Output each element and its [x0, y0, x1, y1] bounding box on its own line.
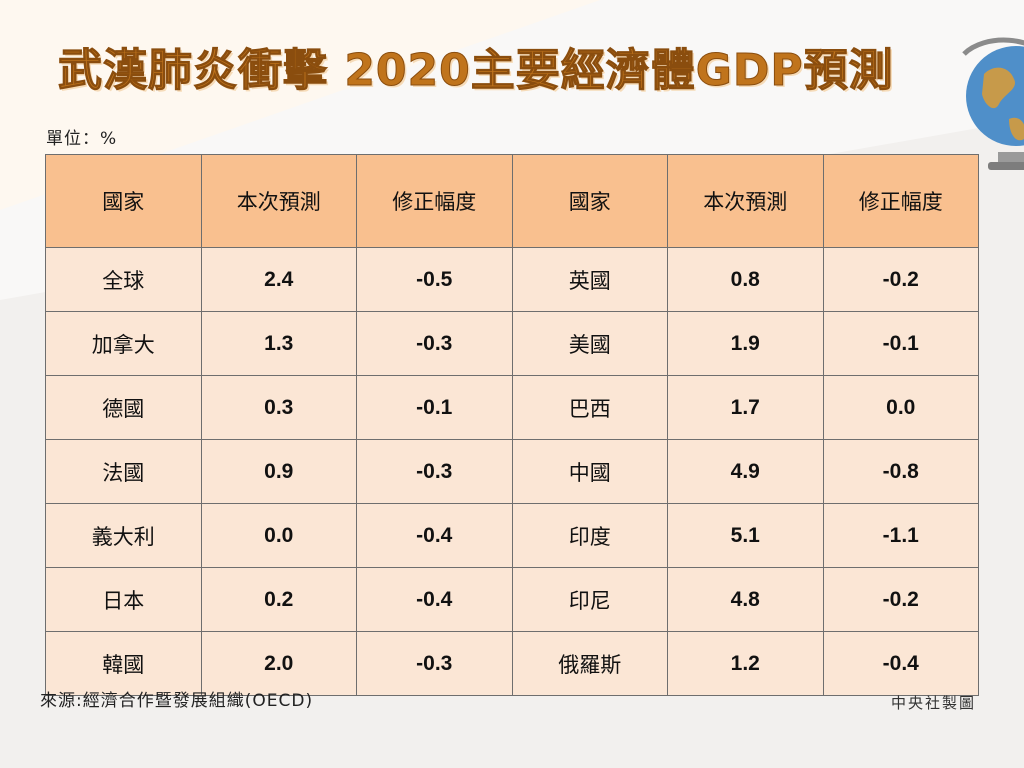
forecast-cell: 0.3: [200, 375, 357, 440]
revision-cell: -0.3: [356, 439, 513, 504]
revision-cell: -0.3: [356, 631, 513, 696]
table-row: 加拿大 1.3 -0.3 美國 1.9 -0.1: [45, 311, 979, 376]
country-cell: 印尼: [511, 567, 668, 632]
forecast-cell: 4.9: [667, 439, 824, 504]
forecast-cell: 1.7: [667, 375, 824, 440]
country-cell: 德國: [45, 375, 202, 440]
country-cell: 英國: [511, 247, 668, 312]
source-note: 來源:經濟合作暨發展組織(OECD): [40, 691, 314, 711]
header-cell: 修正幅度: [356, 154, 513, 248]
revision-cell: -0.1: [822, 311, 979, 376]
revision-cell: -0.5: [356, 247, 513, 312]
country-cell: 中國: [511, 439, 668, 504]
header-cell: 國家: [45, 154, 202, 248]
table-row: 全球 2.4 -0.5 英國 0.8 -0.2: [45, 247, 979, 312]
forecast-cell: 2.0: [200, 631, 357, 696]
country-cell: 法國: [45, 439, 202, 504]
header-cell: 本次預測: [667, 154, 824, 248]
country-cell: 加拿大: [45, 311, 202, 376]
revision-cell: -0.2: [822, 567, 979, 632]
table-row: 義大利 0.0 -0.4 印度 5.1 -1.1: [45, 503, 979, 568]
unit-label: 單位：%: [46, 129, 118, 149]
forecast-cell: 5.1: [667, 503, 824, 568]
forecast-cell: 0.2: [200, 567, 357, 632]
gdp-forecast-table: 國家 本次預測 修正幅度 國家 本次預測 修正幅度 全球 2.4 -0.5 英國…: [45, 154, 979, 696]
table-row: 韓國 2.0 -0.3 俄羅斯 1.2 -0.4: [45, 631, 979, 696]
country-cell: 俄羅斯: [511, 631, 668, 696]
revision-cell: -0.3: [356, 311, 513, 376]
forecast-cell: 0.0: [200, 503, 357, 568]
forecast-cell: 2.4: [200, 247, 357, 312]
table-row: 法國 0.9 -0.3 中國 4.9 -0.8: [45, 439, 979, 504]
forecast-cell: 0.9: [200, 439, 357, 504]
revision-cell: -0.2: [822, 247, 979, 312]
page-title: 武漢肺炎衝擊 2020主要經濟體GDP預測: [58, 45, 894, 97]
table-header-row: 國家 本次預測 修正幅度 國家 本次預測 修正幅度: [45, 154, 979, 248]
country-cell: 日本: [45, 567, 202, 632]
forecast-cell: 4.8: [667, 567, 824, 632]
country-cell: 韓國: [45, 631, 202, 696]
country-cell: 美國: [511, 311, 668, 376]
country-cell: 義大利: [45, 503, 202, 568]
table-row: 德國 0.3 -0.1 巴西 1.7 0.0: [45, 375, 979, 440]
header-cell: 本次預測: [200, 154, 357, 248]
revision-cell: -0.8: [822, 439, 979, 504]
header-cell: 國家: [511, 154, 668, 248]
revision-cell: -0.4: [356, 503, 513, 568]
country-cell: 印度: [511, 503, 668, 568]
table-row: 日本 0.2 -0.4 印尼 4.8 -0.2: [45, 567, 979, 632]
revision-cell: -0.4: [356, 567, 513, 632]
revision-cell: -0.1: [356, 375, 513, 440]
forecast-cell: 0.8: [667, 247, 824, 312]
revision-cell: -1.1: [822, 503, 979, 568]
country-cell: 全球: [45, 247, 202, 312]
revision-cell: -0.4: [822, 631, 979, 696]
globe-icon: [962, 37, 1024, 170]
country-cell: 巴西: [511, 375, 668, 440]
forecast-cell: 1.2: [667, 631, 824, 696]
forecast-cell: 1.3: [200, 311, 357, 376]
header-cell: 修正幅度: [822, 154, 979, 248]
credit-note: 中央社製圖: [890, 694, 976, 712]
revision-cell: 0.0: [822, 375, 979, 440]
forecast-cell: 1.9: [667, 311, 824, 376]
